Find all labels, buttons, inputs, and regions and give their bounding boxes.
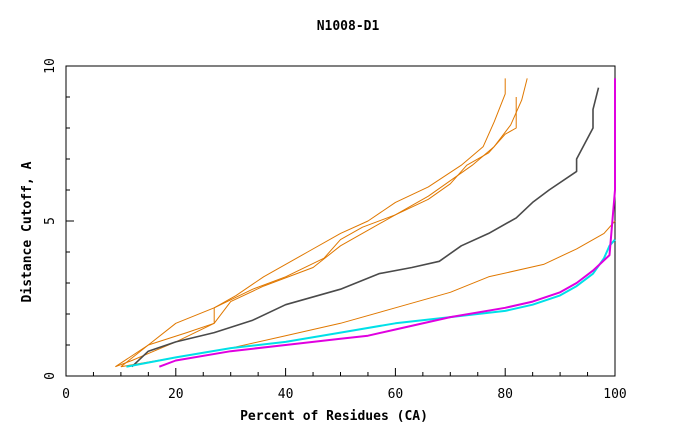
y-tick-label: 10 [43, 58, 58, 74]
x-tick-label: 100 [603, 387, 626, 402]
y-tick-label: 0 [43, 372, 58, 380]
x-tick-label: 20 [168, 387, 184, 402]
y-ticks: 0 5 10 [43, 58, 74, 380]
series-line-orange-4 [120, 220, 616, 368]
series-line-cyan [126, 238, 616, 368]
series-line-gray [131, 87, 600, 368]
chart-title: N1008-D1 [317, 19, 380, 34]
y-axis-label: Distance Cutoff, A [20, 161, 35, 302]
x-tick-label: 0 [62, 387, 70, 402]
x-tick-label: 40 [278, 387, 294, 402]
series-layer [115, 78, 616, 368]
series-line-orange-2 [120, 78, 528, 368]
x-ticks: 0 20 40 60 80 100 [62, 368, 627, 402]
x-tick-label: 60 [388, 387, 404, 402]
x-axis-label: Percent of Residues (CA) [240, 409, 428, 424]
series-line-orange-3 [115, 97, 517, 368]
x-tick-label: 80 [497, 387, 513, 402]
series-line-orange-1 [115, 78, 506, 368]
series-line-magenta [158, 78, 616, 368]
plot-frame [65, 65, 616, 377]
y-tick-label: 5 [43, 217, 58, 225]
